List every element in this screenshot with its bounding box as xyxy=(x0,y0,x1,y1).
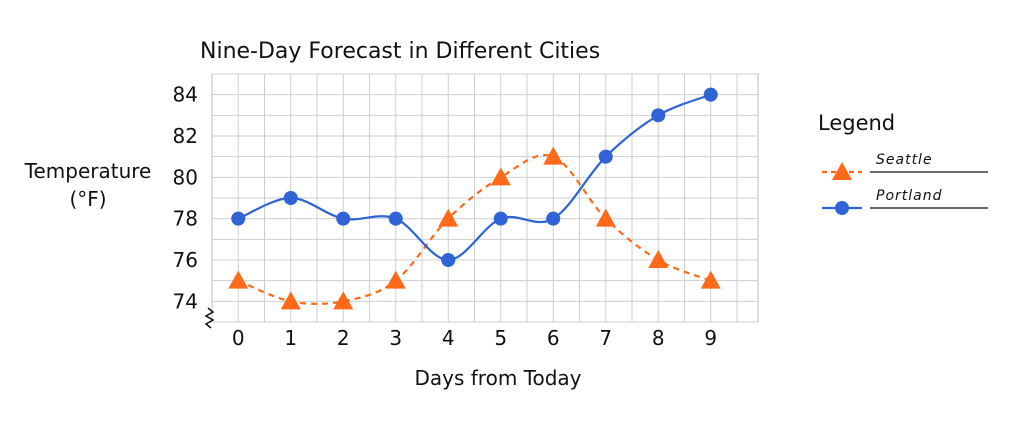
x-tick-label: 7 xyxy=(599,326,612,350)
series-layer xyxy=(228,87,721,310)
y-tick-label: 80 xyxy=(173,165,198,189)
data-point-portland xyxy=(703,87,718,102)
break-zigzag xyxy=(204,307,215,329)
legend-marker-portland xyxy=(835,201,849,215)
data-point-seattle xyxy=(438,208,459,227)
data-point-portland xyxy=(441,253,456,267)
data-point-portland xyxy=(283,191,298,205)
grid xyxy=(211,73,759,323)
x-tick-label: 1 xyxy=(284,326,297,350)
y-axis-label-line2: (°F) xyxy=(69,187,106,211)
x-axis-label: Days from Today xyxy=(414,366,581,390)
y-tick-label: 82 xyxy=(173,124,198,148)
y-tick-label: 74 xyxy=(173,289,198,313)
x-tick-label: 8 xyxy=(652,326,665,350)
data-point-portland xyxy=(388,211,403,226)
legend-title: Legend xyxy=(818,111,895,135)
data-point-seattle xyxy=(333,291,354,310)
data-point-seattle xyxy=(543,146,564,165)
x-tick-label: 5 xyxy=(494,326,507,350)
y-tick-labels: 74 76 78 80 82 84 xyxy=(173,83,198,314)
chart-title: Nine-Day Forecast in Different Cities xyxy=(200,39,600,64)
data-point-seattle xyxy=(490,167,511,186)
y-tick-label: 84 xyxy=(173,83,198,107)
x-tick-label: 6 xyxy=(547,326,560,350)
data-point-seattle xyxy=(228,270,249,289)
y-axis-break-icon xyxy=(204,307,215,329)
data-point-seattle xyxy=(595,208,616,227)
data-point-seattle xyxy=(648,250,669,268)
x-tick-label: 9 xyxy=(704,326,717,350)
data-point-portland xyxy=(336,211,351,226)
x-tick-labels: 0 1 2 3 4 5 6 7 8 9 xyxy=(232,326,717,350)
data-point-seattle xyxy=(700,270,721,289)
y-axis-label-line1: Temperature xyxy=(24,159,152,183)
series-line-portland xyxy=(237,93,712,262)
x-tick-label: 4 xyxy=(442,326,455,350)
y-tick-label: 76 xyxy=(173,248,198,272)
data-point-portland xyxy=(546,211,561,226)
legend-marker-seattle xyxy=(832,162,852,180)
data-point-seattle xyxy=(385,270,406,289)
x-tick-label: 0 xyxy=(232,326,245,350)
data-point-portland xyxy=(493,211,508,226)
series-line-seattle xyxy=(237,154,712,306)
data-point-portland xyxy=(598,149,613,164)
data-point-portland xyxy=(651,108,666,123)
legend: Legend Seattle Portland xyxy=(818,111,988,215)
data-point-seattle xyxy=(280,291,301,310)
y-tick-label: 78 xyxy=(173,207,198,231)
legend-label-portland: Portland xyxy=(876,188,942,204)
series-seattle xyxy=(228,146,721,310)
series-portland xyxy=(231,87,718,267)
x-tick-label: 3 xyxy=(389,326,402,350)
x-tick-label: 2 xyxy=(337,326,350,350)
legend-item-portland: Portland xyxy=(822,188,988,215)
legend-item-seattle: Seattle xyxy=(822,152,988,180)
legend-label-seattle: Seattle xyxy=(876,152,933,168)
data-point-portland xyxy=(231,211,246,226)
